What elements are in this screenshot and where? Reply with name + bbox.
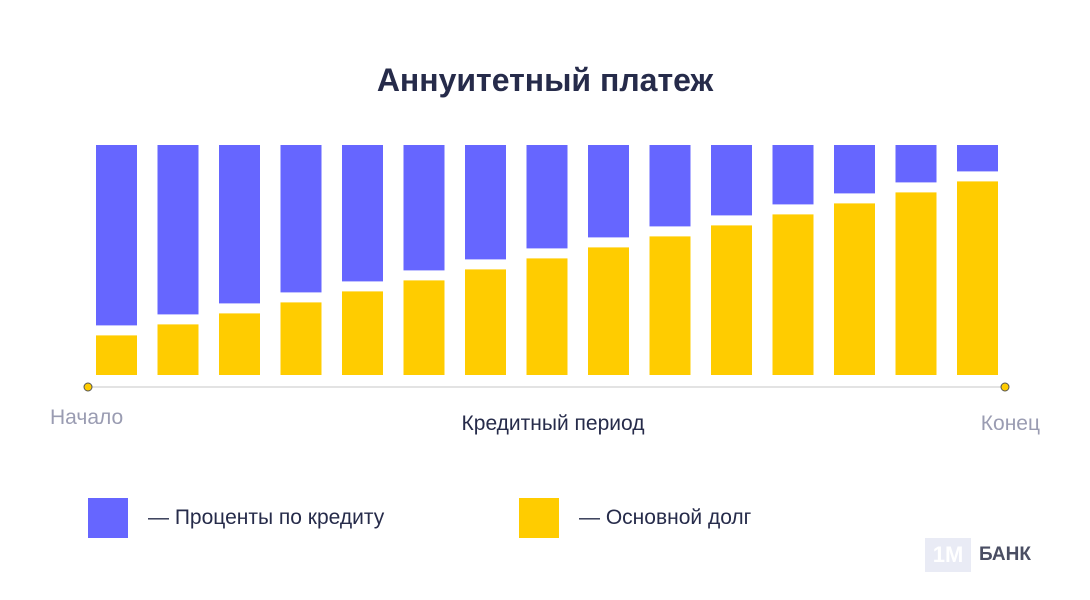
logo-mark: 1М [925, 538, 971, 572]
bar-interest-15 [957, 145, 998, 172]
logo-text: БАНК [979, 544, 1031, 565]
bar-principal-4 [280, 302, 322, 375]
bar-interest-13 [834, 145, 875, 194]
legend-item-principal: — Основной долг [519, 497, 751, 539]
bar-interest-3 [219, 145, 260, 304]
bar-principal-12 [772, 214, 814, 375]
chart-title: Аннуитетный платеж [376, 62, 714, 98]
bar-principal-14 [895, 192, 937, 375]
bar-principal-15 [957, 181, 998, 375]
bar-interest-8 [526, 145, 568, 249]
bar-interest-9 [588, 145, 629, 238]
legend-label-principal: — Основной долг [579, 506, 752, 529]
bar-interest-12 [772, 145, 814, 205]
bar-principal-11 [711, 225, 752, 375]
bar-interest-6 [403, 145, 445, 271]
bar-principal-8 [526, 258, 568, 375]
bar-principal-7 [465, 269, 506, 375]
bar-principal-5 [342, 291, 383, 375]
legend-swatch-principal [519, 498, 559, 538]
bar-interest-11 [711, 145, 752, 216]
bar-interest-5 [342, 145, 383, 282]
x-end-label: Конец [980, 412, 1040, 435]
legend-label-interest: — Проценты по кредиту [148, 506, 385, 529]
bar-interest-10 [649, 145, 691, 227]
bar-interest-1 [96, 145, 137, 326]
bar-interest-4 [280, 145, 322, 293]
bar-principal-13 [834, 203, 875, 375]
bar-principal-1 [96, 335, 137, 375]
x-start-label: Начало [50, 406, 124, 429]
axis-end-dot [1000, 382, 1010, 392]
bar-interest-2 [157, 145, 199, 315]
bar-principal-6 [403, 280, 445, 375]
bar-principal-9 [588, 247, 629, 375]
x-axis-title: Кредитный период [461, 412, 645, 435]
bar-principal-3 [219, 313, 260, 375]
bar-principal-10 [649, 236, 691, 375]
bar-interest-14 [895, 145, 937, 183]
bar-interest-7 [465, 145, 506, 260]
axis-start-dot [83, 382, 93, 392]
legend-swatch-interest [88, 498, 128, 538]
bank-logo: 1М БАНК [925, 538, 1031, 572]
legend-item-interest: — Проценты по кредиту [88, 497, 384, 539]
bar-principal-2 [157, 324, 199, 375]
